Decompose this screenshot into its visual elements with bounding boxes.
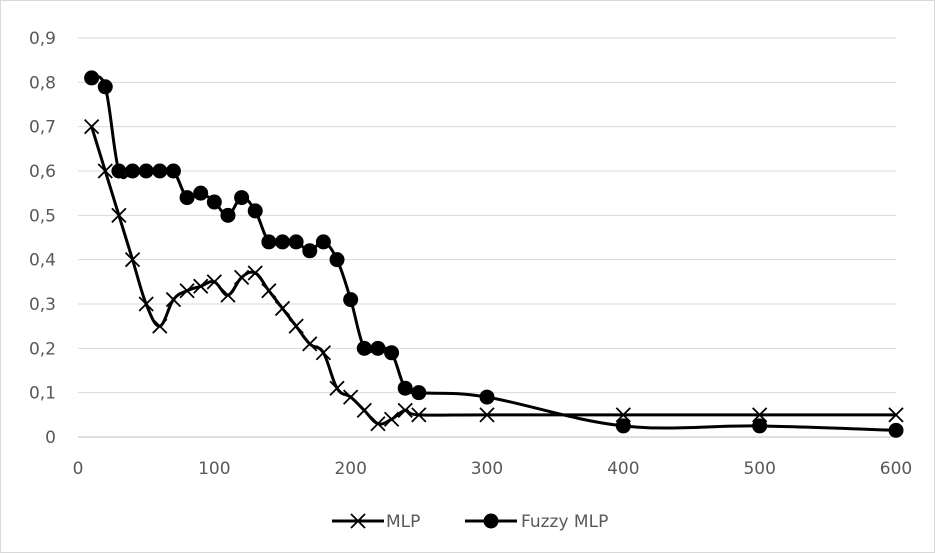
data-point — [275, 234, 290, 250]
data-point — [397, 402, 413, 419]
x-tick-label: 300 — [471, 459, 503, 479]
y-tick-label: 0,6 — [29, 162, 56, 182]
data-point — [411, 407, 427, 423]
data-point — [179, 283, 195, 299]
data-point — [165, 291, 182, 308]
data-point — [84, 70, 100, 86]
data-point — [179, 190, 195, 206]
x-tick-label: 600 — [880, 459, 912, 479]
data-point — [370, 416, 386, 432]
y-tick-label: 0,7 — [29, 118, 56, 138]
data-point — [615, 407, 631, 423]
y-tick-label: 0,4 — [29, 251, 56, 271]
data-point — [206, 194, 222, 210]
y-axis-ticks: 0 0,1 0,2 0,3 0,4 0,5 0,6 0,7 0,8 0,9 — [29, 29, 56, 448]
x-axis-ticks: 0 100 200 300 400 500 600 — [73, 459, 913, 479]
data-point — [206, 274, 222, 290]
y-tick-label: 0,5 — [29, 206, 56, 226]
x-tick-label: 100 — [198, 459, 230, 479]
data-point — [411, 385, 427, 401]
data-point — [397, 380, 413, 396]
data-point — [288, 318, 304, 334]
series-line — [90, 75, 897, 432]
data-point — [384, 345, 400, 361]
data-point — [111, 207, 127, 223]
y-tick-label: 0 — [45, 428, 56, 448]
data-point — [234, 190, 250, 206]
legend-item: Fuzzy MLP — [465, 512, 608, 532]
legend-label: Fuzzy MLP — [521, 512, 608, 532]
data-point — [479, 407, 495, 423]
legend-marker — [350, 513, 366, 529]
data-point — [615, 418, 631, 434]
data-point — [261, 234, 277, 250]
x-tick-label: 400 — [607, 459, 639, 479]
data-point — [383, 411, 400, 427]
data-point — [83, 119, 100, 135]
data-point — [356, 340, 372, 356]
data-point — [261, 283, 277, 299]
data-point — [97, 79, 113, 95]
legend-label: MLP — [386, 512, 420, 532]
data-point — [193, 185, 209, 201]
data-point — [233, 269, 250, 286]
x-tick-label: 200 — [334, 459, 366, 479]
data-point — [329, 380, 345, 396]
series-layer — [83, 70, 904, 438]
data-point — [315, 345, 332, 361]
data-point — [97, 163, 113, 179]
y-tick-label: 0,1 — [29, 384, 56, 404]
y-tick-label: 0,8 — [29, 73, 56, 93]
data-point — [888, 407, 904, 423]
series-fuzzy-mlp — [84, 70, 904, 438]
x-tick-label: 500 — [743, 459, 775, 479]
legend: MLP Fuzzy MLP — [332, 512, 608, 532]
data-point — [302, 243, 318, 259]
data-point — [138, 296, 154, 312]
data-point — [343, 389, 359, 405]
data-point — [343, 292, 359, 308]
data-point — [888, 422, 904, 438]
data-point — [138, 163, 154, 179]
legend-item: MLP — [332, 512, 420, 532]
data-point — [152, 318, 168, 334]
data-point — [370, 340, 386, 356]
grid — [78, 37, 896, 438]
data-point — [302, 336, 318, 352]
data-point — [152, 163, 168, 179]
data-point — [165, 163, 181, 179]
data-point — [752, 418, 768, 434]
data-point — [479, 389, 495, 405]
data-point — [752, 407, 768, 423]
y-tick-label: 0,3 — [29, 295, 56, 315]
y-tick-label: 0,9 — [29, 29, 56, 49]
data-point — [288, 234, 304, 250]
data-point — [356, 402, 372, 419]
x-tick-label: 0 — [73, 459, 84, 479]
data-point — [315, 234, 331, 250]
data-point — [220, 207, 236, 223]
data-point — [220, 287, 236, 303]
data-point — [124, 252, 141, 268]
legend-marker — [483, 513, 499, 529]
data-point — [274, 300, 291, 317]
data-point — [329, 252, 345, 268]
data-point — [111, 163, 127, 179]
data-point — [247, 265, 263, 281]
y-tick-label: 0,2 — [29, 339, 56, 359]
series-mlp — [83, 119, 904, 432]
data-point — [193, 278, 209, 294]
data-point — [247, 203, 263, 219]
data-point — [125, 163, 141, 179]
